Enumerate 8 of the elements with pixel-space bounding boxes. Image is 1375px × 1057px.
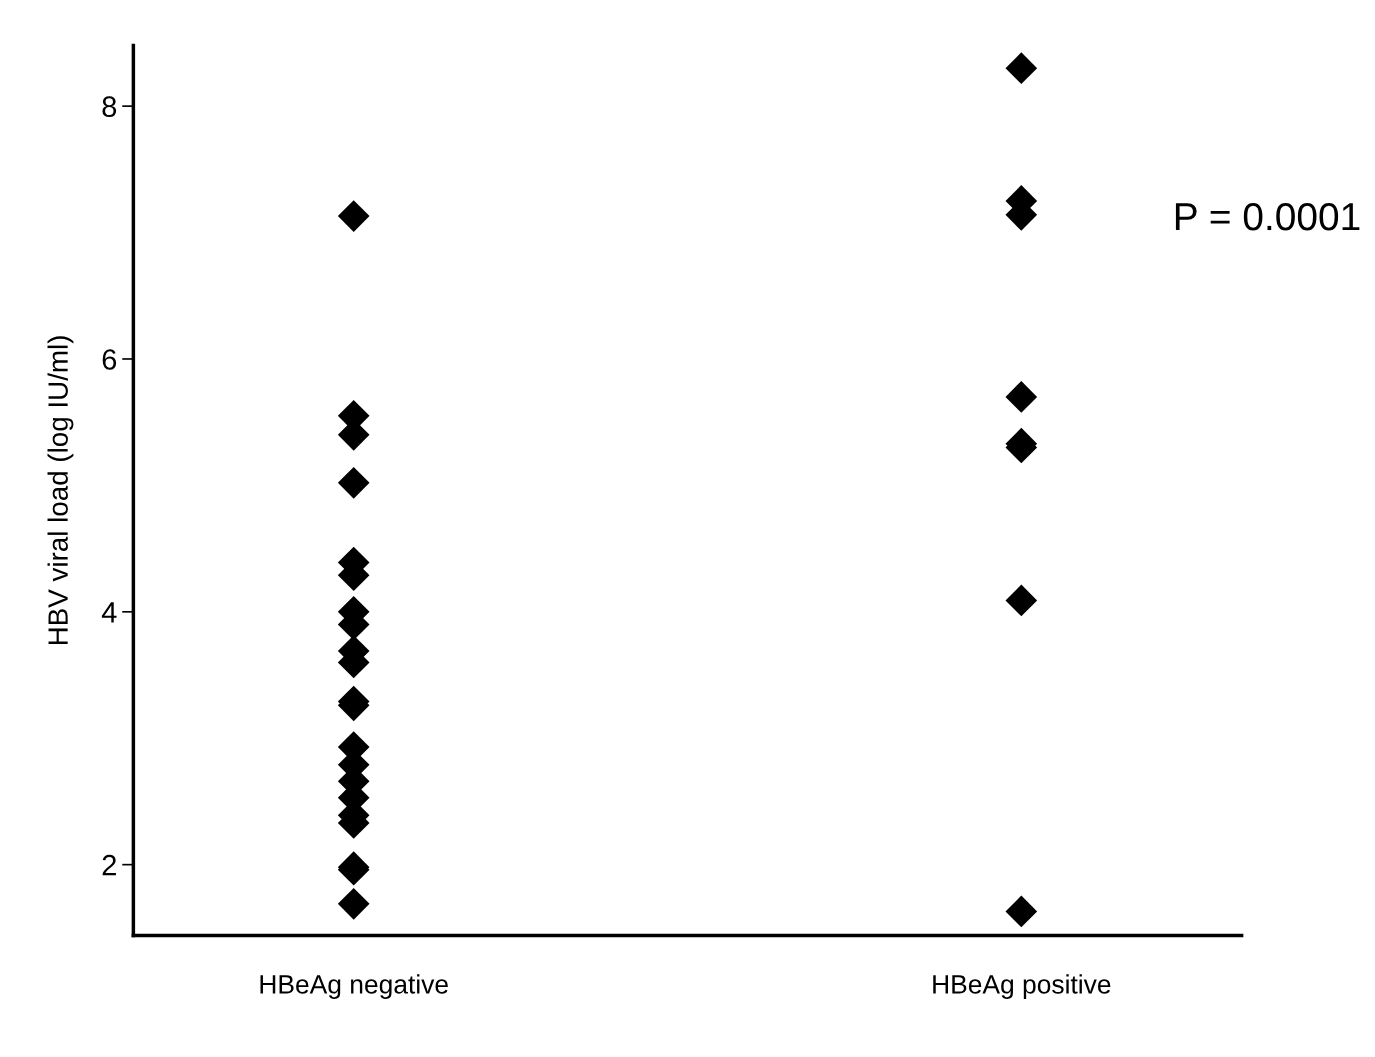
y-tick-label: 2	[102, 854, 116, 876]
y-tick-label: 8	[102, 96, 117, 117]
y-axis-title: HBV viral load (log IU/ml)	[47, 336, 74, 645]
y-tick-label: 6	[102, 349, 117, 370]
y-tick-label: 4	[101, 602, 117, 623]
x-tick-label: HBeAg positive	[933, 974, 1111, 999]
annotation: P = 0.0001	[1175, 202, 1360, 231]
x-tick-label: HBeAg negative	[260, 974, 448, 999]
